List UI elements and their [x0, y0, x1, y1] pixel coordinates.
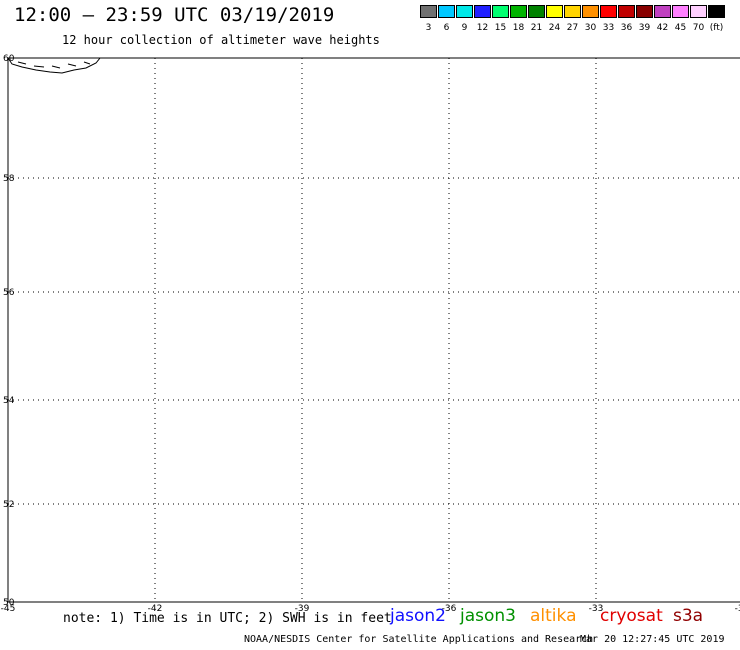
legend-swatch [492, 5, 509, 18]
map-frame [7, 57, 740, 603]
satellite-name-s3a: s3a [673, 606, 704, 626]
legend-swatch [528, 5, 545, 18]
legend-swatch [474, 5, 491, 18]
page-title: 12:00 – 23:59 UTC 03/19/2019 [14, 4, 335, 26]
latitude-tick-label: 60 [3, 54, 15, 64]
legend-swatch [564, 5, 581, 18]
satellite-name-altika: altika [530, 606, 577, 626]
legend-level-label: 3 [425, 23, 432, 33]
longitude-tick-label: -45 [1, 604, 16, 614]
timestamp-text: Mar 20 12:27:45 UTC 2019 [580, 634, 725, 645]
longitude-tick-label: -30 [735, 604, 740, 614]
latitude-tick-label: 56 [3, 288, 15, 298]
legend-level-label: 24 [548, 23, 561, 33]
legend-swatch [618, 5, 635, 18]
latitude-tick-label: 54 [3, 396, 15, 406]
legend-level-label: 18 [512, 23, 525, 33]
longitude-tick-label: -39 [295, 604, 310, 614]
legend-level-label: 30 [584, 23, 597, 33]
page-subtitle: 12 hour collection of altimeter wave hei… [62, 33, 380, 47]
satellite-name-jason2: jason2 [390, 606, 446, 626]
legend-level-label: 6 [443, 23, 450, 33]
legend-swatch [600, 5, 617, 18]
legend-level-label: 42 [656, 23, 669, 33]
legend-swatch [690, 5, 707, 18]
legend-swatch [510, 5, 527, 18]
legend-level-label: 45 [674, 23, 687, 33]
legend-swatch [546, 5, 563, 18]
legend-level-label: 39 [638, 23, 651, 33]
legend-swatch [636, 5, 653, 18]
legend-swatch [582, 5, 599, 18]
longitude-tick-label: -42 [148, 604, 163, 614]
legend-swatch [456, 5, 473, 18]
legend-level-label: 12 [476, 23, 489, 33]
satellite-name-jason3: jason3 [460, 606, 516, 626]
lat-lon-grid [8, 58, 740, 602]
longitude-tick-label: -33 [589, 604, 604, 614]
legend-level-label: 15 [494, 23, 507, 33]
axis-labels: -45 -42 -39 -36 -33 -30 60 58 56 54 52 50 [1, 54, 740, 614]
legend-level-label: 33 [602, 23, 615, 33]
coastline-detail [17, 61, 91, 69]
legend-swatch [654, 5, 671, 18]
latitude-tick-label: 58 [3, 174, 15, 184]
legend-level-label: 9 [461, 23, 468, 33]
latitude-tick-label: 50 [3, 598, 15, 608]
legend-swatch [672, 5, 689, 18]
legend-swatch [420, 5, 437, 18]
legend-swatch [438, 5, 455, 18]
legend-level-label: 36 [620, 23, 633, 33]
latitude-tick-label: 52 [3, 500, 14, 510]
legend-level-label: 27 [566, 23, 579, 33]
longitude-tick-label: -36 [442, 604, 457, 614]
legend-level-label: (ft) [709, 23, 724, 33]
satellite-name-cryosat: cryosat [600, 606, 663, 626]
legend-swatch [708, 5, 725, 18]
coastline-shape [7, 57, 102, 74]
legend-level-label: 70 [692, 23, 705, 33]
credit-text: NOAA/NESDIS Center for Satellite Applica… [244, 634, 594, 645]
note-text: note: 1) Time is in UTC; 2) SWH is in fe… [63, 611, 392, 626]
legend-level-label: 21 [530, 23, 543, 33]
